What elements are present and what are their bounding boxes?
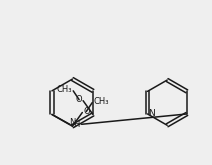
Text: CH₃: CH₃ xyxy=(93,97,109,106)
Text: O: O xyxy=(83,107,90,116)
Text: N: N xyxy=(149,109,155,118)
Text: CH₃: CH₃ xyxy=(57,85,72,94)
Text: O: O xyxy=(75,95,82,104)
Text: H: H xyxy=(73,120,80,129)
Text: N: N xyxy=(70,118,76,127)
